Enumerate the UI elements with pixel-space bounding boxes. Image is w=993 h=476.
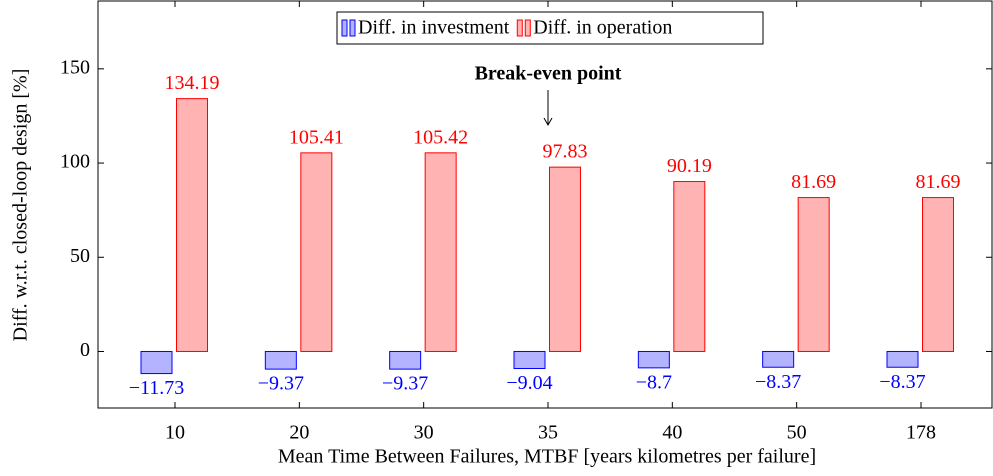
x-tick-label: 10 <box>165 422 185 444</box>
annotation: Break-even point <box>475 63 622 85</box>
y-tick-label: 150 <box>60 56 90 78</box>
y-tick-label: 50 <box>70 245 90 267</box>
bar <box>264 350 297 370</box>
legend-swatch <box>516 19 523 37</box>
x-tick-label: 35 <box>538 422 558 444</box>
value-label: 81.69 <box>791 171 836 193</box>
bar <box>762 350 795 368</box>
bar <box>886 350 919 368</box>
value-label: −8.37 <box>755 371 801 393</box>
y-tick-label: 100 <box>60 151 90 173</box>
value-label: 81.69 <box>916 171 961 193</box>
value-label: −9.37 <box>258 373 304 395</box>
legend-label: Diff. in investment <box>358 17 510 39</box>
x-tick-label: 178 <box>906 422 936 444</box>
x-tick-label: 30 <box>414 422 434 444</box>
legend-label: Diff. in operation <box>533 17 672 39</box>
bar <box>797 197 830 352</box>
legend-swatch <box>341 19 348 37</box>
bar <box>922 197 954 352</box>
bar <box>549 166 581 352</box>
value-label: 134.19 <box>165 72 220 94</box>
bar <box>140 350 173 375</box>
bar <box>389 350 422 370</box>
value-label: −8.37 <box>879 371 925 393</box>
x-axis-label: Mean Time Between Failures, MTBF [years … <box>278 446 816 468</box>
x-tick-label: 20 <box>289 422 309 444</box>
bar <box>424 152 457 352</box>
value-label: −11.73 <box>129 377 185 399</box>
value-label: −9.04 <box>506 372 552 394</box>
annotation-arrowhead <box>543 117 553 127</box>
value-label: 105.42 <box>413 126 468 148</box>
bar <box>176 98 208 352</box>
legend-box <box>336 11 764 45</box>
value-label: 90.19 <box>667 155 712 177</box>
bar <box>673 181 706 352</box>
plot-frame <box>97 0 993 409</box>
y-tick-label: 0 <box>80 339 90 361</box>
value-label: −8.7 <box>636 371 672 393</box>
bar <box>300 152 333 352</box>
value-label: 97.83 <box>543 141 588 163</box>
legend-swatch <box>349 19 356 37</box>
x-tick-label: 40 <box>662 422 682 444</box>
value-label: 105.41 <box>289 126 344 148</box>
x-tick-label: 50 <box>787 422 807 444</box>
y-axis-label: Diff. w.r.t. closed-loop design [%] <box>10 69 32 342</box>
value-label: −9.37 <box>382 373 428 395</box>
bar <box>637 350 670 369</box>
bar <box>513 350 546 370</box>
legend-swatch <box>524 19 531 37</box>
